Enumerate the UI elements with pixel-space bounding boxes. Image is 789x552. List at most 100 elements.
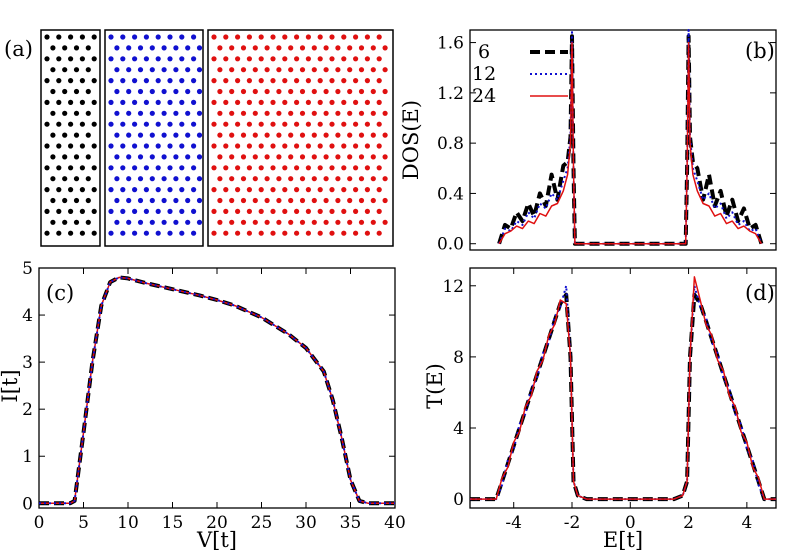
lattice-atom xyxy=(258,121,264,127)
lattice-atom xyxy=(211,121,217,127)
lattice-atom xyxy=(223,56,229,62)
lattice-atom xyxy=(347,197,353,204)
lattice-atom xyxy=(341,78,347,84)
lattice-atom xyxy=(323,176,329,182)
lattice-atom xyxy=(217,219,223,225)
lattice-atom xyxy=(382,45,388,51)
lattice-atom xyxy=(358,45,365,51)
lattice-atom xyxy=(335,219,341,225)
lattice-atom xyxy=(211,187,217,193)
lattice-atom xyxy=(132,208,138,214)
lattice-atom xyxy=(252,219,258,225)
lattice-atom xyxy=(294,78,300,84)
lattice-atom xyxy=(79,56,85,62)
lattice-atom xyxy=(329,78,335,84)
lattice-atom xyxy=(191,187,197,193)
lattice-atom xyxy=(114,67,120,73)
panel-b: 0.0 0.4 0.8 1.2 1.6 (b) DOS(E) 6 12 24 xyxy=(399,29,777,255)
lattice-atom xyxy=(149,88,155,95)
lattice-atom xyxy=(335,88,341,95)
lattice-atom xyxy=(364,230,370,236)
panel-d-plot: 0 4 8 12 -4 -2 0 2 4 xyxy=(442,268,776,533)
ytick-label: 0 xyxy=(453,490,464,510)
lattice-atom xyxy=(264,45,270,51)
lattice-atom xyxy=(240,154,247,160)
lattice-atom xyxy=(149,197,155,204)
lattice-atom xyxy=(167,78,173,84)
lattice-atom xyxy=(317,165,323,171)
lattice-atom xyxy=(196,154,203,160)
lattice-atom xyxy=(246,143,252,149)
lattice-atom xyxy=(282,230,288,236)
lattice-atom xyxy=(323,67,329,73)
panel-c-label: (c) xyxy=(46,281,74,305)
lattice-atom xyxy=(264,197,270,204)
lattice-atom xyxy=(229,154,235,160)
lattice-atom xyxy=(179,56,185,62)
lattice-atom xyxy=(161,45,167,51)
legend-label-12: 12 xyxy=(472,63,496,85)
panel-c-ylabel: I[t] xyxy=(0,369,22,402)
lattice-atom xyxy=(364,78,370,84)
lattice-atom xyxy=(353,34,359,40)
lattice-atom xyxy=(258,56,264,62)
lattice-atom xyxy=(294,165,300,171)
lattice-atom xyxy=(108,121,114,127)
lattice-atom xyxy=(288,154,294,160)
lattice-atom xyxy=(276,154,282,160)
lattice-atom xyxy=(240,219,247,225)
lattice-atom xyxy=(323,154,329,160)
lattice-atom xyxy=(288,67,294,73)
lattice-atom xyxy=(258,34,264,40)
lattice-atom xyxy=(179,34,185,40)
lattice-atom xyxy=(370,197,376,204)
lattice-atom xyxy=(353,143,359,149)
xtick-label: 10 xyxy=(117,513,139,533)
lattice-atom xyxy=(155,78,161,84)
lattice-atom xyxy=(167,143,173,149)
lattice-atom xyxy=(370,110,376,116)
lattice-atom xyxy=(370,132,376,138)
lattice-atom xyxy=(364,56,370,62)
lattice-atom xyxy=(229,176,235,182)
lattice-atom xyxy=(108,99,114,105)
lattice-atom xyxy=(179,78,185,84)
lattice-atom xyxy=(252,132,258,138)
lattice-atom xyxy=(240,132,247,138)
lattice-atom xyxy=(196,67,203,73)
lattice-atom xyxy=(223,143,229,149)
panel-d: 0 4 8 12 -4 -2 0 2 4 (d) T(E) E[t] xyxy=(423,267,777,552)
lattice-atom xyxy=(347,176,353,182)
lattice-atom xyxy=(120,99,126,105)
lattice-atom xyxy=(196,132,203,138)
lattice-atom xyxy=(311,88,317,95)
lattice-atom xyxy=(252,154,258,160)
lattice-atom xyxy=(44,99,50,105)
lattice-atom xyxy=(196,110,203,116)
lattice-atom xyxy=(120,187,126,193)
lattice-atom xyxy=(223,99,229,105)
lattice-atom xyxy=(108,143,114,149)
lattice-atom xyxy=(252,197,258,204)
lattice-atom xyxy=(50,154,56,160)
lattice-atom xyxy=(132,34,138,40)
lattice-atom xyxy=(358,132,365,138)
lattice-atom xyxy=(173,67,179,73)
lattice-atom xyxy=(276,67,282,73)
ytick-label: 5 xyxy=(22,259,33,279)
lattice-atom xyxy=(264,219,270,225)
lattice-atom xyxy=(155,99,161,105)
lattice-atom xyxy=(91,165,97,171)
lattice-atom xyxy=(211,34,217,40)
ytick-label: 1.2 xyxy=(437,84,464,104)
lattice-atom xyxy=(179,208,185,214)
xtick-label: 5 xyxy=(78,513,89,533)
lattice-atom xyxy=(91,121,97,127)
lattice-atom xyxy=(149,67,155,73)
lattice-atom xyxy=(173,154,179,160)
lattice-atom xyxy=(252,45,258,51)
lattice-atom xyxy=(264,110,270,116)
lattice-atom xyxy=(56,99,62,105)
ribbon-24 xyxy=(207,29,394,247)
lattice-atom xyxy=(323,88,329,95)
